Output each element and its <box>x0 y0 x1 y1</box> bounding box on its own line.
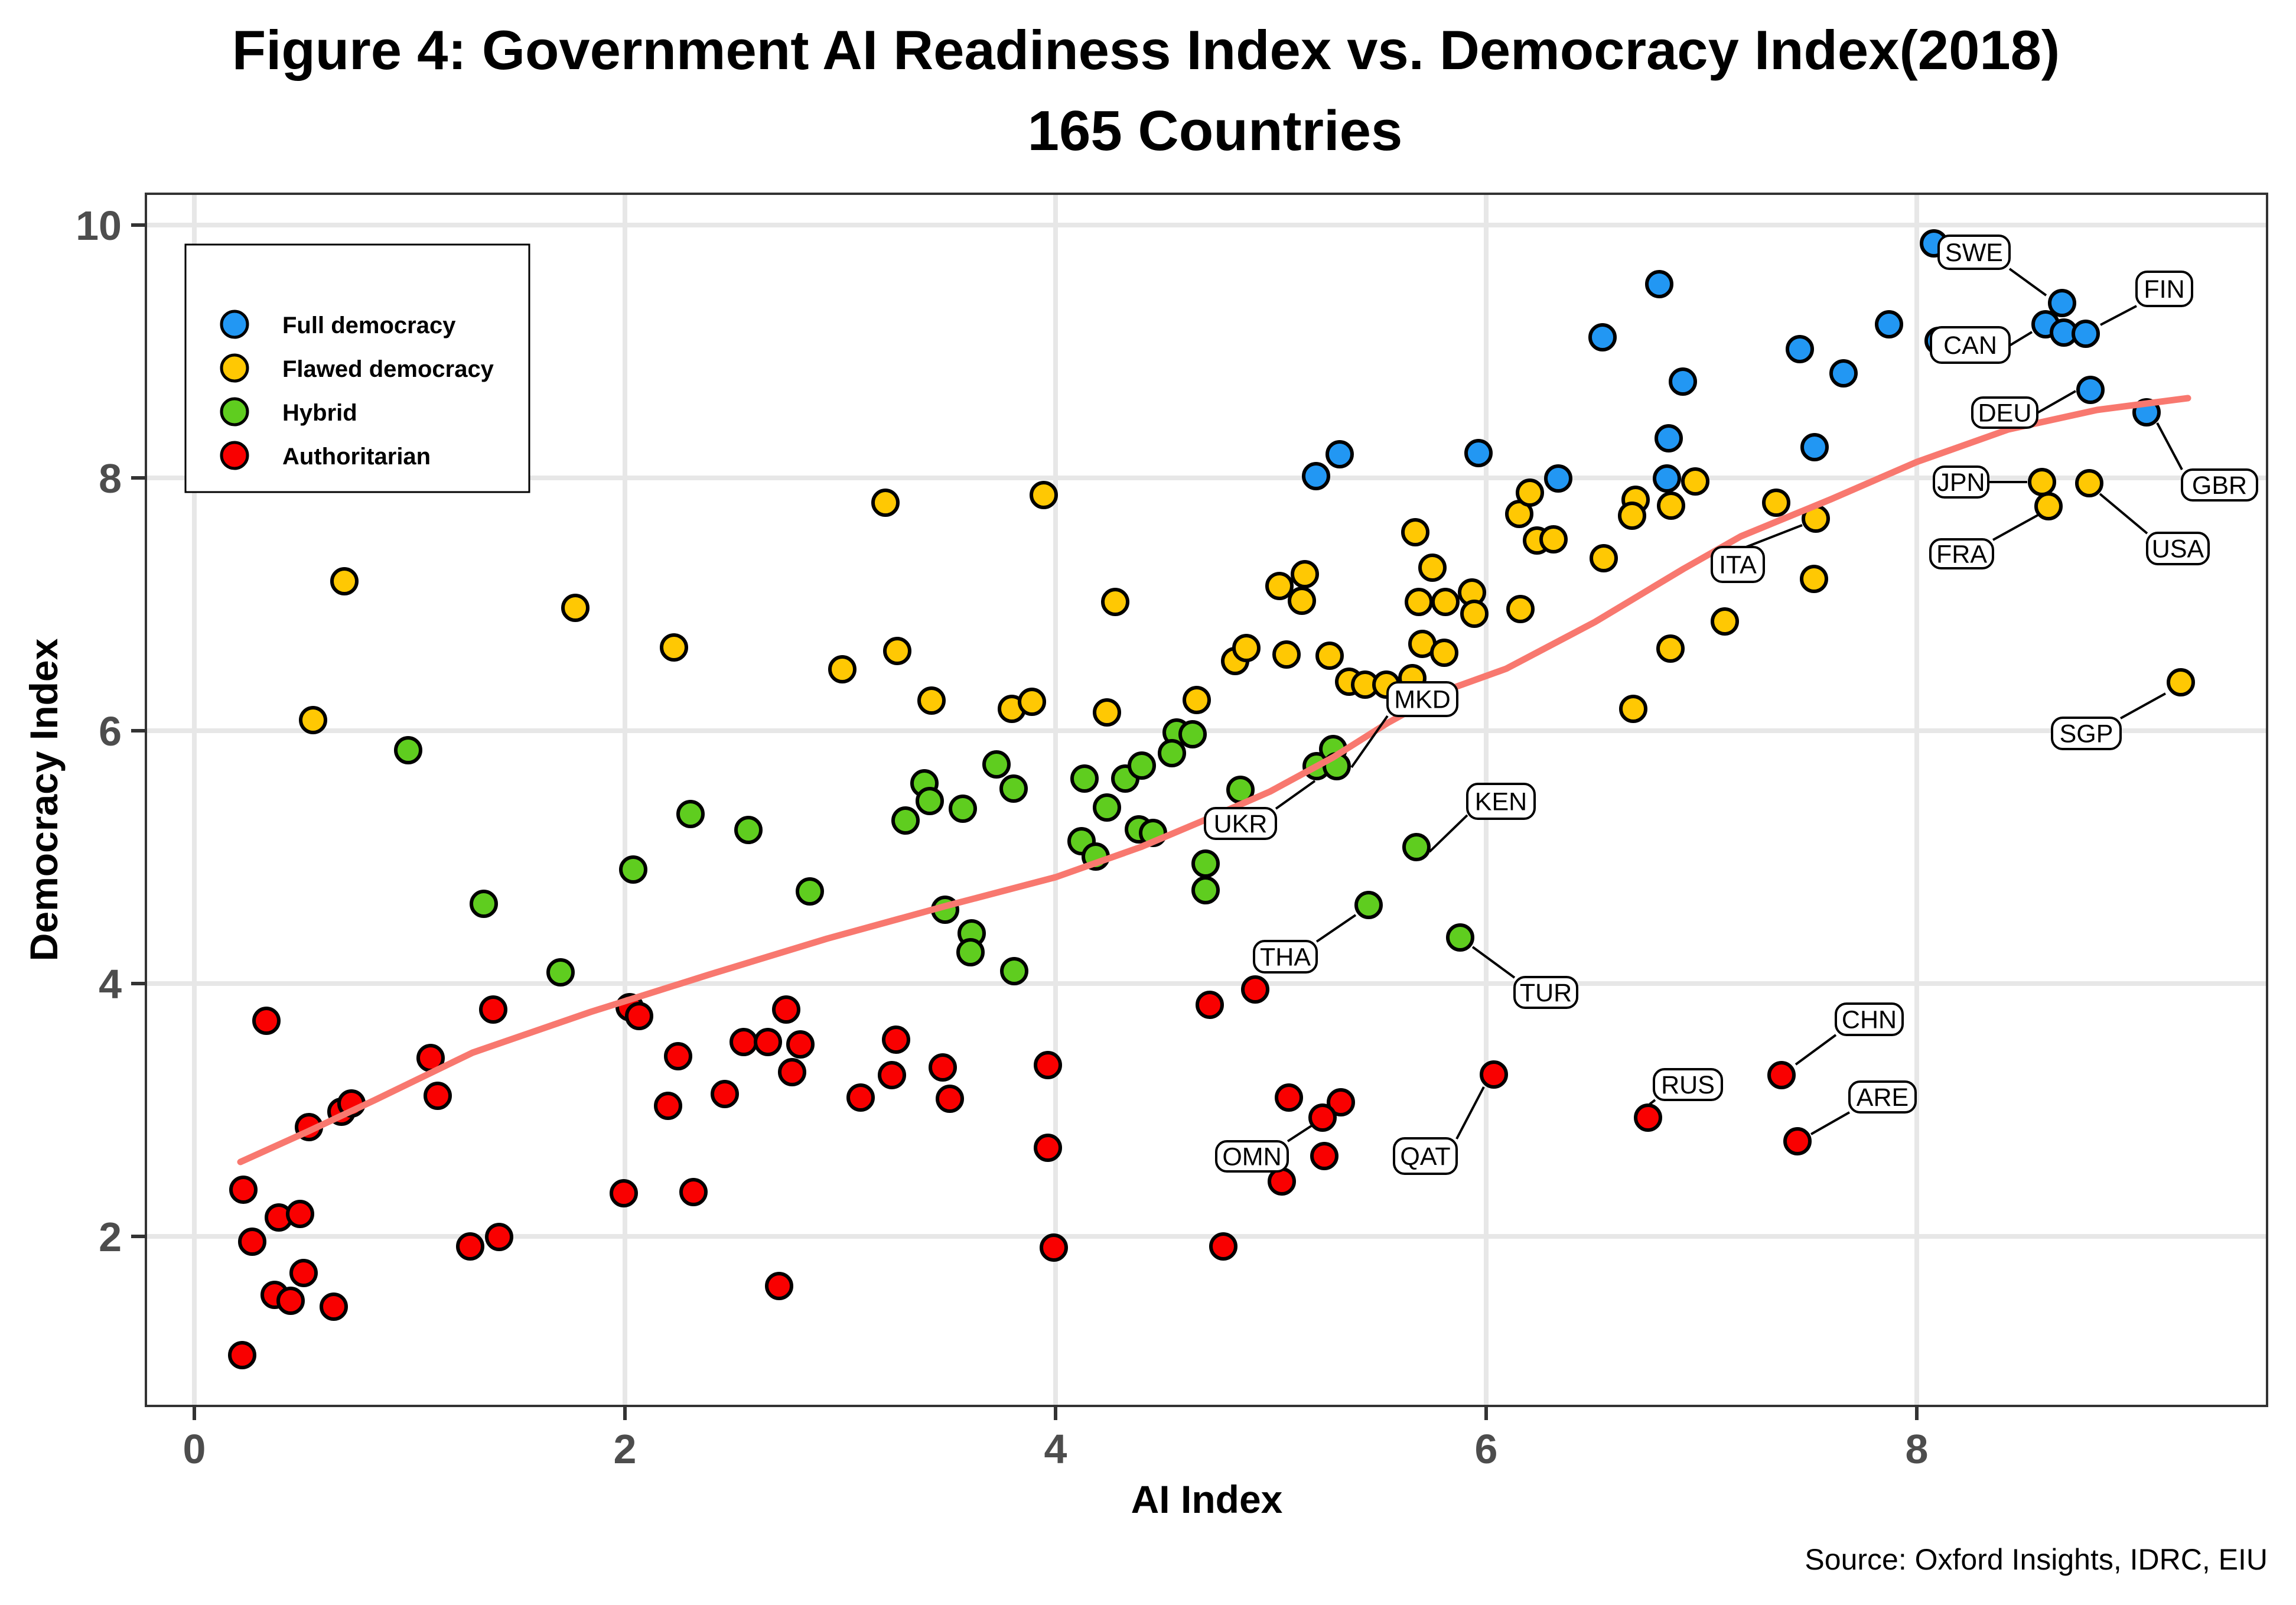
svg-text:FRA: FRA <box>1936 541 1987 569</box>
svg-text:8: 8 <box>1906 1426 1929 1472</box>
svg-text:CHN: CHN <box>1842 1006 1897 1034</box>
svg-text:DEU: DEU <box>1978 399 2032 428</box>
svg-text:Democracy Index: Democracy Index <box>22 638 66 961</box>
svg-text:Figure 4: Government AI Readin: Figure 4: Government AI Readiness Index … <box>232 19 2060 81</box>
svg-text:QAT: QAT <box>1400 1142 1450 1171</box>
svg-text:Flawed democracy: Flawed democracy <box>282 356 494 382</box>
svg-text:6: 6 <box>99 708 122 754</box>
svg-text:6: 6 <box>1475 1426 1498 1472</box>
svg-text:4: 4 <box>99 961 122 1007</box>
svg-text:OMN: OMN <box>1222 1143 1281 1171</box>
svg-text:2: 2 <box>614 1426 637 1472</box>
svg-text:TUR: TUR <box>1520 979 1572 1007</box>
svg-text:JPN: JPN <box>1937 468 1985 497</box>
svg-text:Hybrid: Hybrid <box>282 400 357 426</box>
svg-text:GBR: GBR <box>2192 471 2247 500</box>
svg-text:ITA: ITA <box>1719 551 1757 580</box>
svg-text:KEN: KEN <box>1475 788 1527 816</box>
svg-text:AI Index: AI Index <box>1131 1477 1283 1521</box>
svg-text:0: 0 <box>183 1426 206 1472</box>
svg-text:FIN: FIN <box>2144 275 2184 304</box>
svg-text:4: 4 <box>1044 1426 1067 1472</box>
svg-text:RUS: RUS <box>1661 1071 1715 1099</box>
svg-text:Authoritarian: Authoritarian <box>282 444 431 470</box>
svg-text:SGP: SGP <box>2060 720 2113 748</box>
svg-text:10: 10 <box>76 203 122 249</box>
svg-text:Full democracy: Full democracy <box>282 312 456 338</box>
svg-text:165 Countries: 165 Countries <box>1028 99 1403 162</box>
svg-text:2: 2 <box>99 1214 122 1260</box>
svg-text:8: 8 <box>99 455 122 502</box>
svg-text:SWE: SWE <box>1945 239 2003 267</box>
svg-text:CAN: CAN <box>1943 331 1997 360</box>
svg-text:THA: THA <box>1260 943 1311 972</box>
svg-text:MKD: MKD <box>1394 686 1451 714</box>
svg-text:UKR: UKR <box>1214 810 1268 838</box>
svg-text:Source: Oxford Insights, IDRC,: Source: Oxford Insights, IDRC, EIU <box>1805 1543 2268 1576</box>
svg-text:ARE: ARE <box>1857 1083 1909 1112</box>
svg-text:USA: USA <box>2152 535 2204 564</box>
